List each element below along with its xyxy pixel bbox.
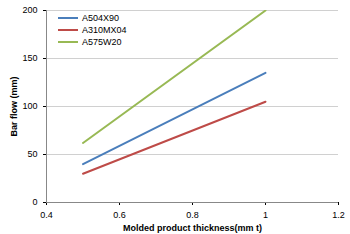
html-text:A575W20: A575W20 bbox=[82, 37, 122, 47]
svg-text:0: 0 bbox=[32, 197, 37, 207]
svg-text:Bar flow (mm): Bar flow (mm) bbox=[9, 76, 19, 136]
svg-text:0.6: 0.6 bbox=[113, 210, 126, 220]
html-text:A310MX04: A310MX04 bbox=[82, 25, 127, 35]
svg-text:1.2: 1.2 bbox=[332, 210, 345, 220]
svg-text:0.4: 0.4 bbox=[40, 210, 53, 220]
svg-text:200: 200 bbox=[22, 5, 37, 15]
svg-text:0.8: 0.8 bbox=[186, 210, 199, 220]
svg-text:100: 100 bbox=[22, 101, 37, 111]
svg-text:50: 50 bbox=[27, 149, 37, 159]
svg-text:1: 1 bbox=[263, 210, 268, 220]
svg-text:Molded product thickness(mm t): Molded product thickness(mm t) bbox=[123, 223, 262, 233]
svg-text:150: 150 bbox=[22, 53, 37, 63]
html-text:A504X90: A504X90 bbox=[82, 13, 119, 23]
